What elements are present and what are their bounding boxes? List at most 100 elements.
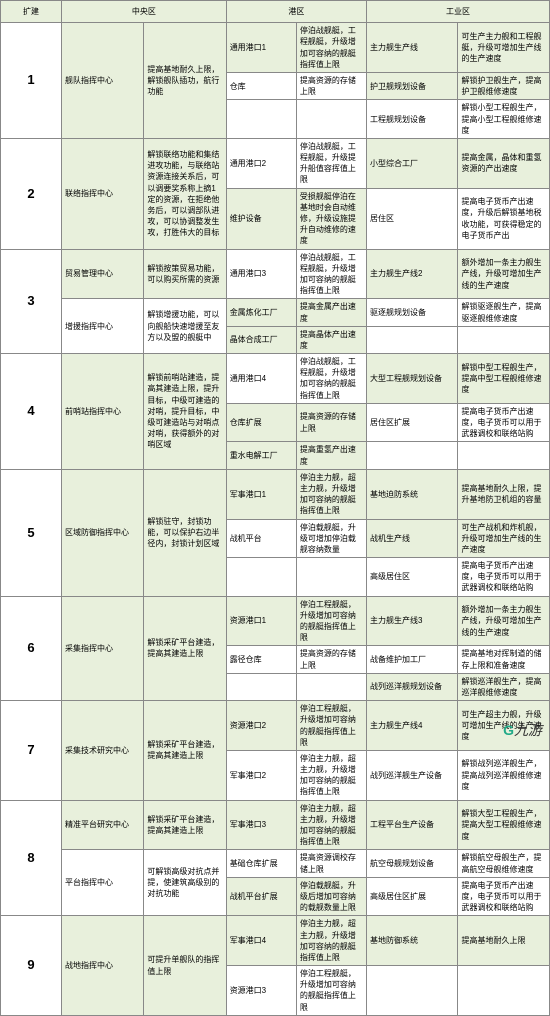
cell: 大型工程舰规划设备 xyxy=(366,354,458,404)
cell: 基地迫防系统 xyxy=(366,469,458,519)
cell: 军事港口2 xyxy=(226,750,296,800)
cell: 解锁巡洋舰生产，提高巡洋舰维修速度 xyxy=(458,673,550,700)
cell: 主力舰生产线 xyxy=(366,23,458,73)
cell: 解锁小型工程舰生产，提高小型工程舰维修速度 xyxy=(458,100,550,139)
cell: 舰队指挥中心 xyxy=(62,23,144,139)
cell: 提高资源的存储上限 xyxy=(296,72,366,99)
level-cell: 3 xyxy=(1,249,62,354)
cell: 额外增加一条主力舰生产线，升级可增加生产线的生产速度 xyxy=(458,249,550,299)
level-cell: 5 xyxy=(1,469,62,596)
cell: 战地指挥中心 xyxy=(62,916,144,1016)
cell xyxy=(366,442,458,469)
cell: 工程舰规划设备 xyxy=(366,100,458,139)
cell: 提高金属，晶体和重氢资源的产出速度 xyxy=(458,138,550,188)
cell: 停泊战舰艇，工程舰艇，升级增加可容纳的舰艇指挥值上限 xyxy=(296,23,366,73)
cell: 战机平台扩展 xyxy=(226,877,296,916)
cell: 解锁战列巡洋舰生产，提高战列巡洋舰维修速度 xyxy=(458,750,550,800)
cell: 提高基地耐久上限 xyxy=(458,916,550,966)
cell: 平台指挥中心 xyxy=(62,850,144,916)
cell: 停泊主力舰，超主力舰，升级增加可容纳的舰艇指挥值上限 xyxy=(296,916,366,966)
cell: 可生产战机和炸机舰，升级可增加生产线的生产速度 xyxy=(458,519,550,558)
table-row: 8精准平台研究中心解锁采矿平台建造，提高其建造上限军事港口3停泊主力舰，超主力舰… xyxy=(1,800,550,850)
cell: 提高电子货币产出速度，升级后解锁基地税收功能，可获得稳定的电子货币产出 xyxy=(458,188,550,249)
cell: 停泊战舰艇，工程舰艇，升级提升船值容挥值上限 xyxy=(296,138,366,188)
cell: 增援指挥中心 xyxy=(62,299,144,354)
cell: 前哨站指挥中心 xyxy=(62,354,144,470)
cell: 停泊工程舰艇，升级增加可容纳的舰艇指挥值上限 xyxy=(296,966,366,1016)
cell: 解锁护卫舰生产，提高护卫舰维修速度 xyxy=(458,72,550,99)
cell: 通用港口1 xyxy=(226,23,296,73)
cell: 居住区扩展 xyxy=(366,403,458,442)
cell: 露径仓库 xyxy=(226,646,296,673)
cell: 主力舰生产线3 xyxy=(366,596,458,646)
cell: 可生产主力舰和工程舰艇，升级可增加生产线的生产速度 xyxy=(458,23,550,73)
cell: 提高电子货币产出速度，电子货币可以用于武器调校和联络站购 xyxy=(458,558,550,597)
cell: 停泊主力舰，超主力舰，升级增加可容纳的舰艇指挥值上限 xyxy=(296,750,366,800)
table-row: 5区域防御指挥中心解锁驻守，封锁功能，可以保护右边半径内，封锁计划区域军事港口1… xyxy=(1,469,550,519)
cell xyxy=(458,442,550,469)
cell: 居住区 xyxy=(366,188,458,249)
cell: 提高资源调校存储上限 xyxy=(296,850,366,877)
cell xyxy=(458,966,550,1016)
cell: 精准平台研究中心 xyxy=(62,800,144,850)
header-central: 中央区 xyxy=(62,1,227,23)
cell: 提高资源的存储上限 xyxy=(296,403,366,442)
cell: 资源港口2 xyxy=(226,701,296,751)
level-cell: 9 xyxy=(1,916,62,1016)
cell: 高级居住区扩展 xyxy=(366,877,458,916)
cell: 可提升单舰队的指挥值上限 xyxy=(144,916,226,1016)
cell: 区域防御指挥中心 xyxy=(62,469,144,596)
table-row: 6采集指挥中心解锁采矿平台建造，提高其建造上限资源港口1停泊工程舰艇，升级增加可… xyxy=(1,596,550,646)
cell xyxy=(296,100,366,139)
cell: 提高资源的存储上限 xyxy=(296,646,366,673)
building-table: 扩建 中央区 港区 工业区 1舰队指挥中心提高基地耐久上限，解锁舰队插功，航行功… xyxy=(0,0,550,1016)
cell: 军事港口4 xyxy=(226,916,296,966)
cell: 解锁增援功能，可以向舰船快速增援至友方以及盟的舰艇中 xyxy=(144,299,226,354)
table-row: 4前哨站指挥中心解锁前哨站建造，提高其建造上限，提升目标，中级可建造的对哨，提升… xyxy=(1,354,550,404)
cell: 停泊载舰艇，升级后增加可容纳的载舰数量上限 xyxy=(296,877,366,916)
cell: 金属炼化工厂 xyxy=(226,299,296,326)
cell: 提高重氢产出速度 xyxy=(296,442,366,469)
cell: 基地防御系统 xyxy=(366,916,458,966)
logo: G九游 xyxy=(503,720,542,740)
cell: 提高电子货币产出速度，电子货币可以用于武器调校和联络站购 xyxy=(458,403,550,442)
cell: 小型综合工厂 xyxy=(366,138,458,188)
cell: 采集指挥中心 xyxy=(62,596,144,701)
cell: 通用港口3 xyxy=(226,249,296,299)
cell: 战机生产线 xyxy=(366,519,458,558)
cell: 基础仓库扩展 xyxy=(226,850,296,877)
cell: 联络指挥中心 xyxy=(62,138,144,249)
level-cell: 2 xyxy=(1,138,62,249)
cell: 资源港口1 xyxy=(226,596,296,646)
cell: 停泊主力舰，超主力舰，升级增加可容纳的舰艇指挥值上限 xyxy=(296,469,366,519)
cell: 战列巡洋舰生产设备 xyxy=(366,750,458,800)
level-cell: 8 xyxy=(1,800,62,916)
cell: 提高金属产出速度 xyxy=(296,299,366,326)
cell: 航空母舰规划设备 xyxy=(366,850,458,877)
cell: 解锁按策贸易功能，可以购买所需的资源 xyxy=(144,249,226,299)
cell: 受损舰艇停泊在基地时会自动维修，升级设施提升自动维修的速度 xyxy=(296,188,366,249)
cell: 重水电解工厂 xyxy=(226,442,296,469)
cell: 提高基地对挥制道的储存上限和准备速度 xyxy=(458,646,550,673)
cell: 采集技术研究中心 xyxy=(62,701,144,801)
cell: 高级居住区 xyxy=(366,558,458,597)
level-cell: 4 xyxy=(1,354,62,470)
cell: 停泊工程舰艇，升级增加可容纳的舰艇指挥值上限 xyxy=(296,701,366,751)
cell: 解锁前哨站建造，提高其建造上限，提升目标，中级可建造的对哨，提升目标，中级可建造… xyxy=(144,354,226,470)
cell: 额外增加一条主力舰生产线，升级可增加生产线的生产速度 xyxy=(458,596,550,646)
cell: 停泊战舰艇，工程舰艇，升级增加可容纳的舰艇指挥值上限 xyxy=(296,249,366,299)
cell: 主力舰生产线2 xyxy=(366,249,458,299)
level-cell: 1 xyxy=(1,23,62,139)
cell: 提高基地耐久上限，解锁舰队插功，航行功能 xyxy=(144,23,226,139)
cell: 可解锁高级对抗点并提，使建筑高级别的对抗功能 xyxy=(144,850,226,916)
cell xyxy=(458,326,550,353)
cell: 资源港口3 xyxy=(226,966,296,1016)
cell: 护卫舰规划设备 xyxy=(366,72,458,99)
table-row: 平台指挥中心可解锁高级对抗点并提，使建筑高级别的对抗功能基础仓库扩展提高资源调校… xyxy=(1,850,550,877)
table-row: 3贸易管理中心解锁按策贸易功能，可以购买所需的资源通用港口3停泊战舰艇，工程舰艇… xyxy=(1,249,550,299)
table-row: 增援指挥中心解锁增援功能，可以向舰船快速增援至友方以及盟的舰艇中金属炼化工厂提高… xyxy=(1,299,550,326)
cell: 战备维护加工厂 xyxy=(366,646,458,673)
cell: 晶体合成工厂 xyxy=(226,326,296,353)
cell: 提高电子货币产出速度，电子货币可以用于武器调校和联络站购 xyxy=(458,877,550,916)
cell xyxy=(296,673,366,700)
